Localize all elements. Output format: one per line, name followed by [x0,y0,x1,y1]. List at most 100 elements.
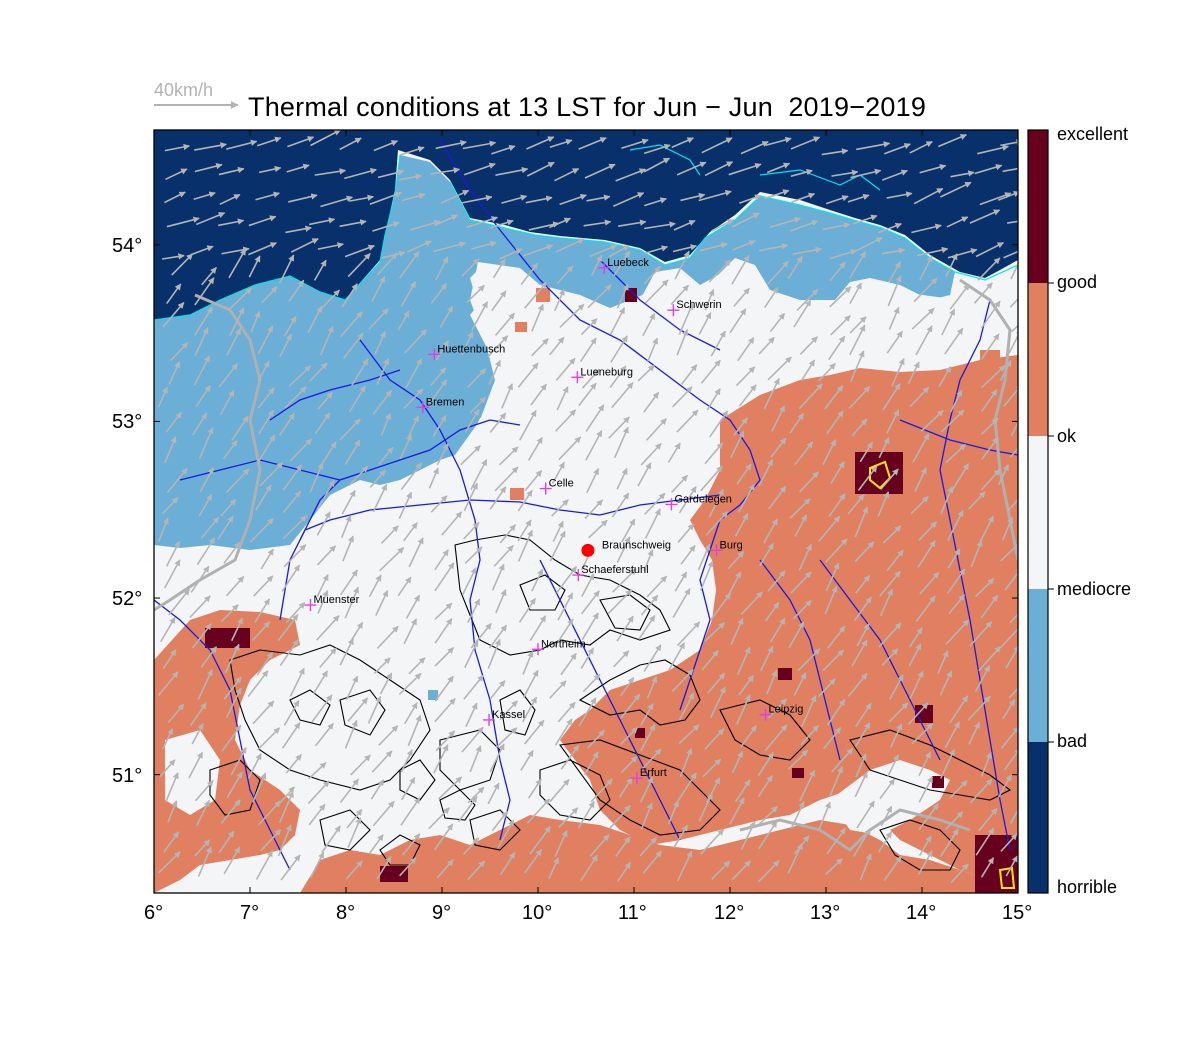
wind-arrow [800,724,819,746]
wind-arrow [878,436,890,459]
wind-arrow [671,137,694,149]
wind-arrow [321,825,342,854]
wind-arrow [825,562,840,592]
wind-arrow [257,800,282,826]
wind-arrow [999,622,1018,649]
wind-arrow [794,514,808,537]
wind-arrow [400,281,417,307]
wind-arrow [461,726,484,753]
wind-arrow [822,222,851,231]
wind-arrow [609,307,626,336]
wind-arrow [640,442,662,466]
wind-arrow [560,652,577,676]
wind-arrow [848,385,871,410]
wind-arrow [938,365,952,388]
wind-arrow [821,148,849,156]
wind-arrow [371,750,393,773]
wind-arrow [520,750,534,771]
city-label: Burg [720,539,743,551]
wind-arrow [556,386,569,411]
wind-arrow [525,195,553,204]
wind-arrow [738,483,755,513]
wind-arrow [768,485,787,510]
wind-arrow [610,335,628,363]
city-marker [539,482,552,495]
lon-label-8: 8° [336,902,356,924]
wind-arrow [373,140,398,152]
wind-arrow [586,194,611,202]
wind-arrow [168,588,191,616]
wind-arrow [283,544,307,568]
wind-arrow [289,438,313,462]
wind-arrow [886,754,899,778]
wind-arrow [578,697,597,727]
wind-arrow [646,575,668,598]
wind-arrow [529,826,551,855]
wind-arrow [549,336,565,356]
wind-arrow [341,489,356,515]
wind-arrow [162,728,174,750]
wind-arrow [256,727,281,751]
wind-arrow [583,751,599,776]
wind-arrow [981,389,998,412]
wind-arrow [220,498,237,517]
wind-arrow [440,189,470,204]
wind-arrow [949,283,970,310]
yellow-outline [869,460,1016,889]
wind-arrow [313,259,327,281]
wind-arrow [279,639,299,667]
wind-arrow [950,463,970,493]
lat-label-52: 52° [112,588,143,610]
wind-arrow [517,362,539,388]
wind-arrow [372,800,395,827]
wind-arrow [793,672,807,696]
wind-arrow [764,286,779,309]
wind-arrow [463,674,484,700]
wind-arrow [367,695,382,724]
legend-mediocre: mediocre [1057,579,1132,599]
wind-arrow [522,669,539,699]
ok-region-southwest [154,610,300,893]
wind-arrow [888,306,900,330]
colorbar-mediocre [1028,436,1048,589]
wind-arrow [915,325,933,356]
wind-arrow [758,243,789,252]
city-marker [710,544,723,557]
wind-arrow [731,254,750,285]
wind-arrow [344,168,377,180]
wind-arrow [260,548,274,570]
wind-arrow [487,782,500,805]
colorbar [1027,129,1054,894]
wind-arrow [435,140,467,150]
wind-arrow [787,749,809,770]
city-label: Gardelegen [674,493,732,505]
wind-arrow [1009,447,1018,458]
lat-label-53: 53° [112,411,143,433]
wind-arrow [434,214,458,227]
wind-arrow [255,484,272,511]
wind-arrow [554,618,574,647]
wind-arrow [399,251,420,279]
wind-arrow [823,727,842,750]
wind-arrow [667,800,679,825]
wind-arrow [407,240,432,253]
wind-arrow [218,830,235,854]
wind-arrow [558,436,582,461]
wind-arrow [939,181,972,198]
wind-arrow [647,337,659,362]
wind-arrow [339,418,361,441]
wind-arrow [913,277,938,303]
wind-arrow [884,143,911,155]
wind-arrow [188,751,204,779]
wind-arrow [434,675,454,702]
wind-arrow [757,775,773,798]
wind-arrow [200,646,218,668]
wind-arrow [519,409,537,441]
wind-arrow [314,722,334,747]
wind-arrow [704,161,734,177]
wind-arrow [940,409,965,433]
wind-arrow [949,780,968,799]
wind-arrow [317,242,344,250]
wind-arrow [400,462,423,490]
wind-arrow [1009,801,1018,824]
